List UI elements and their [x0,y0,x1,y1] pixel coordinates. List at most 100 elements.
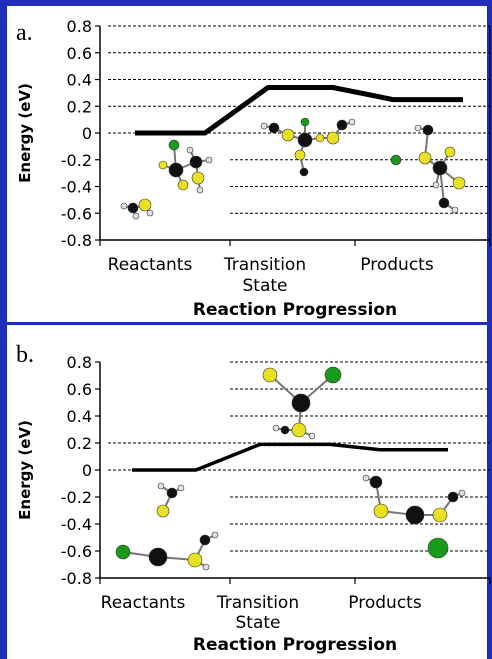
sulfur-atom [138,198,152,212]
carbon-atom [291,393,311,413]
x-axis-label: Reaction Progression [193,635,397,655]
chlorine-atom [390,154,402,166]
sulfur-atom [326,131,340,145]
carbon-atom [369,475,383,489]
product-molecule [362,474,466,559]
sulfur-atom [156,504,170,518]
y-tick-label: 0.8 [67,353,92,372]
reactant-molecule [158,139,213,194]
y-tick-label: 0.6 [67,380,92,399]
y-tick-label: 0.4 [67,407,92,426]
carbon-atom [336,119,348,131]
sulfur-atom [158,160,168,170]
sulfur-atom [373,503,389,519]
panel-label: a. [16,20,33,46]
sulfur-atom [444,146,456,158]
hydrogen-atom [196,186,204,194]
energy-profile-line [132,442,448,472]
hydrogen-atom [362,474,370,482]
sulfur-atom [191,171,205,185]
hydrogen-atom [177,484,185,492]
sulfur-atom [315,133,325,143]
frame-left-border [0,0,7,659]
y-tick-label: 0.8 [67,17,92,36]
panel-separator [0,322,492,325]
frame-right-border [487,0,492,659]
hydrogen-atom [186,146,194,154]
hydrogen-atom [260,122,268,130]
energy-profile-line [135,85,463,136]
carbon-atom [299,167,309,177]
hydrogen-atom [146,209,154,217]
y-tick-label: -0.2 [61,488,92,507]
panel-label: b. [16,342,34,368]
y-tick-label: -0.2 [61,151,92,170]
hydrogen-atom [205,156,213,164]
carbon-atom [148,547,168,567]
sulfur-atom [262,367,278,383]
chlorine-atom [168,139,180,151]
x-category-label: State [236,613,281,633]
sulfur-atom [281,128,295,142]
chlorine-atom [324,366,342,384]
y-axis-label: Energy (eV) [16,420,34,520]
sulfur-atom [294,149,306,161]
reactant-molecule [115,531,219,571]
hydrogen-atom [348,118,356,126]
carbon-atom [199,534,211,546]
carbon-atom [280,425,290,435]
x-category-label: Reactants [101,593,186,613]
panel-b: b. 0.8 0.6 0.4 0.2 0 -0.2 -0.4 -0.6 -0.8 Energy (e… [16,342,491,655]
hydrogen-atom [432,181,440,189]
x-category-label: Transition [223,255,306,275]
sulfur-atom [177,179,189,191]
x-category-label: Reactants [108,255,193,275]
sulfur-atom [187,552,203,568]
hydrogen-atom [211,531,219,539]
hydrogen-atom [202,563,210,571]
hydrogen-atom [132,212,140,220]
carbon-atom [127,202,139,214]
y-axis-label: Energy (eV) [16,83,34,183]
sulfur-atom [432,507,448,523]
chlorine-atom [300,117,310,127]
y-tick-label: 0.2 [67,434,92,453]
y-tick-label: -0.6 [61,204,92,223]
hydrogen-atom [120,202,128,210]
carbon-atom [447,491,459,503]
carbon-atom [268,122,280,134]
chlorine-atom [115,544,131,560]
carbon-atom [166,487,178,499]
x-category-label: Transition [216,593,299,613]
product-molecule [390,124,466,214]
hydrogen-atom [451,206,459,214]
y-tick-label: 0.6 [67,44,92,63]
reactant-methanethiol [156,482,185,518]
y-tick-label: -0.8 [61,569,92,588]
transition-state-molecule [260,117,356,177]
carbon-atom [438,197,450,209]
y-tick-label: 0 [82,124,92,143]
carbon-atom [422,124,434,136]
carbon-atom [405,505,425,525]
carbon-atom [168,162,184,178]
carbon-atom [297,132,313,148]
sulfur-atom [452,176,466,190]
x-category-label: Products [348,593,422,613]
hydrogen-atom [308,432,316,440]
y-tick-label: 0.2 [67,97,92,116]
panel-a: a. 0.8 0.6 0.4 0.2 0 -0.2 -0.4 -0.6 -0.8 Energy (e… [16,17,491,320]
y-tick-label: 0.4 [67,71,92,90]
y-tick-label: -0.6 [61,542,92,561]
y-tick-label: -0.8 [61,231,92,250]
hydrogen-atom [272,424,280,432]
y-tick-label: -0.4 [61,515,92,534]
hydrogen-atom [414,124,422,132]
sulfur-atom [418,151,432,165]
sulfur-atom [291,422,307,438]
hydrogen-atom [458,489,466,497]
transition-state-molecule [262,366,342,440]
x-category-label: Products [360,255,434,275]
